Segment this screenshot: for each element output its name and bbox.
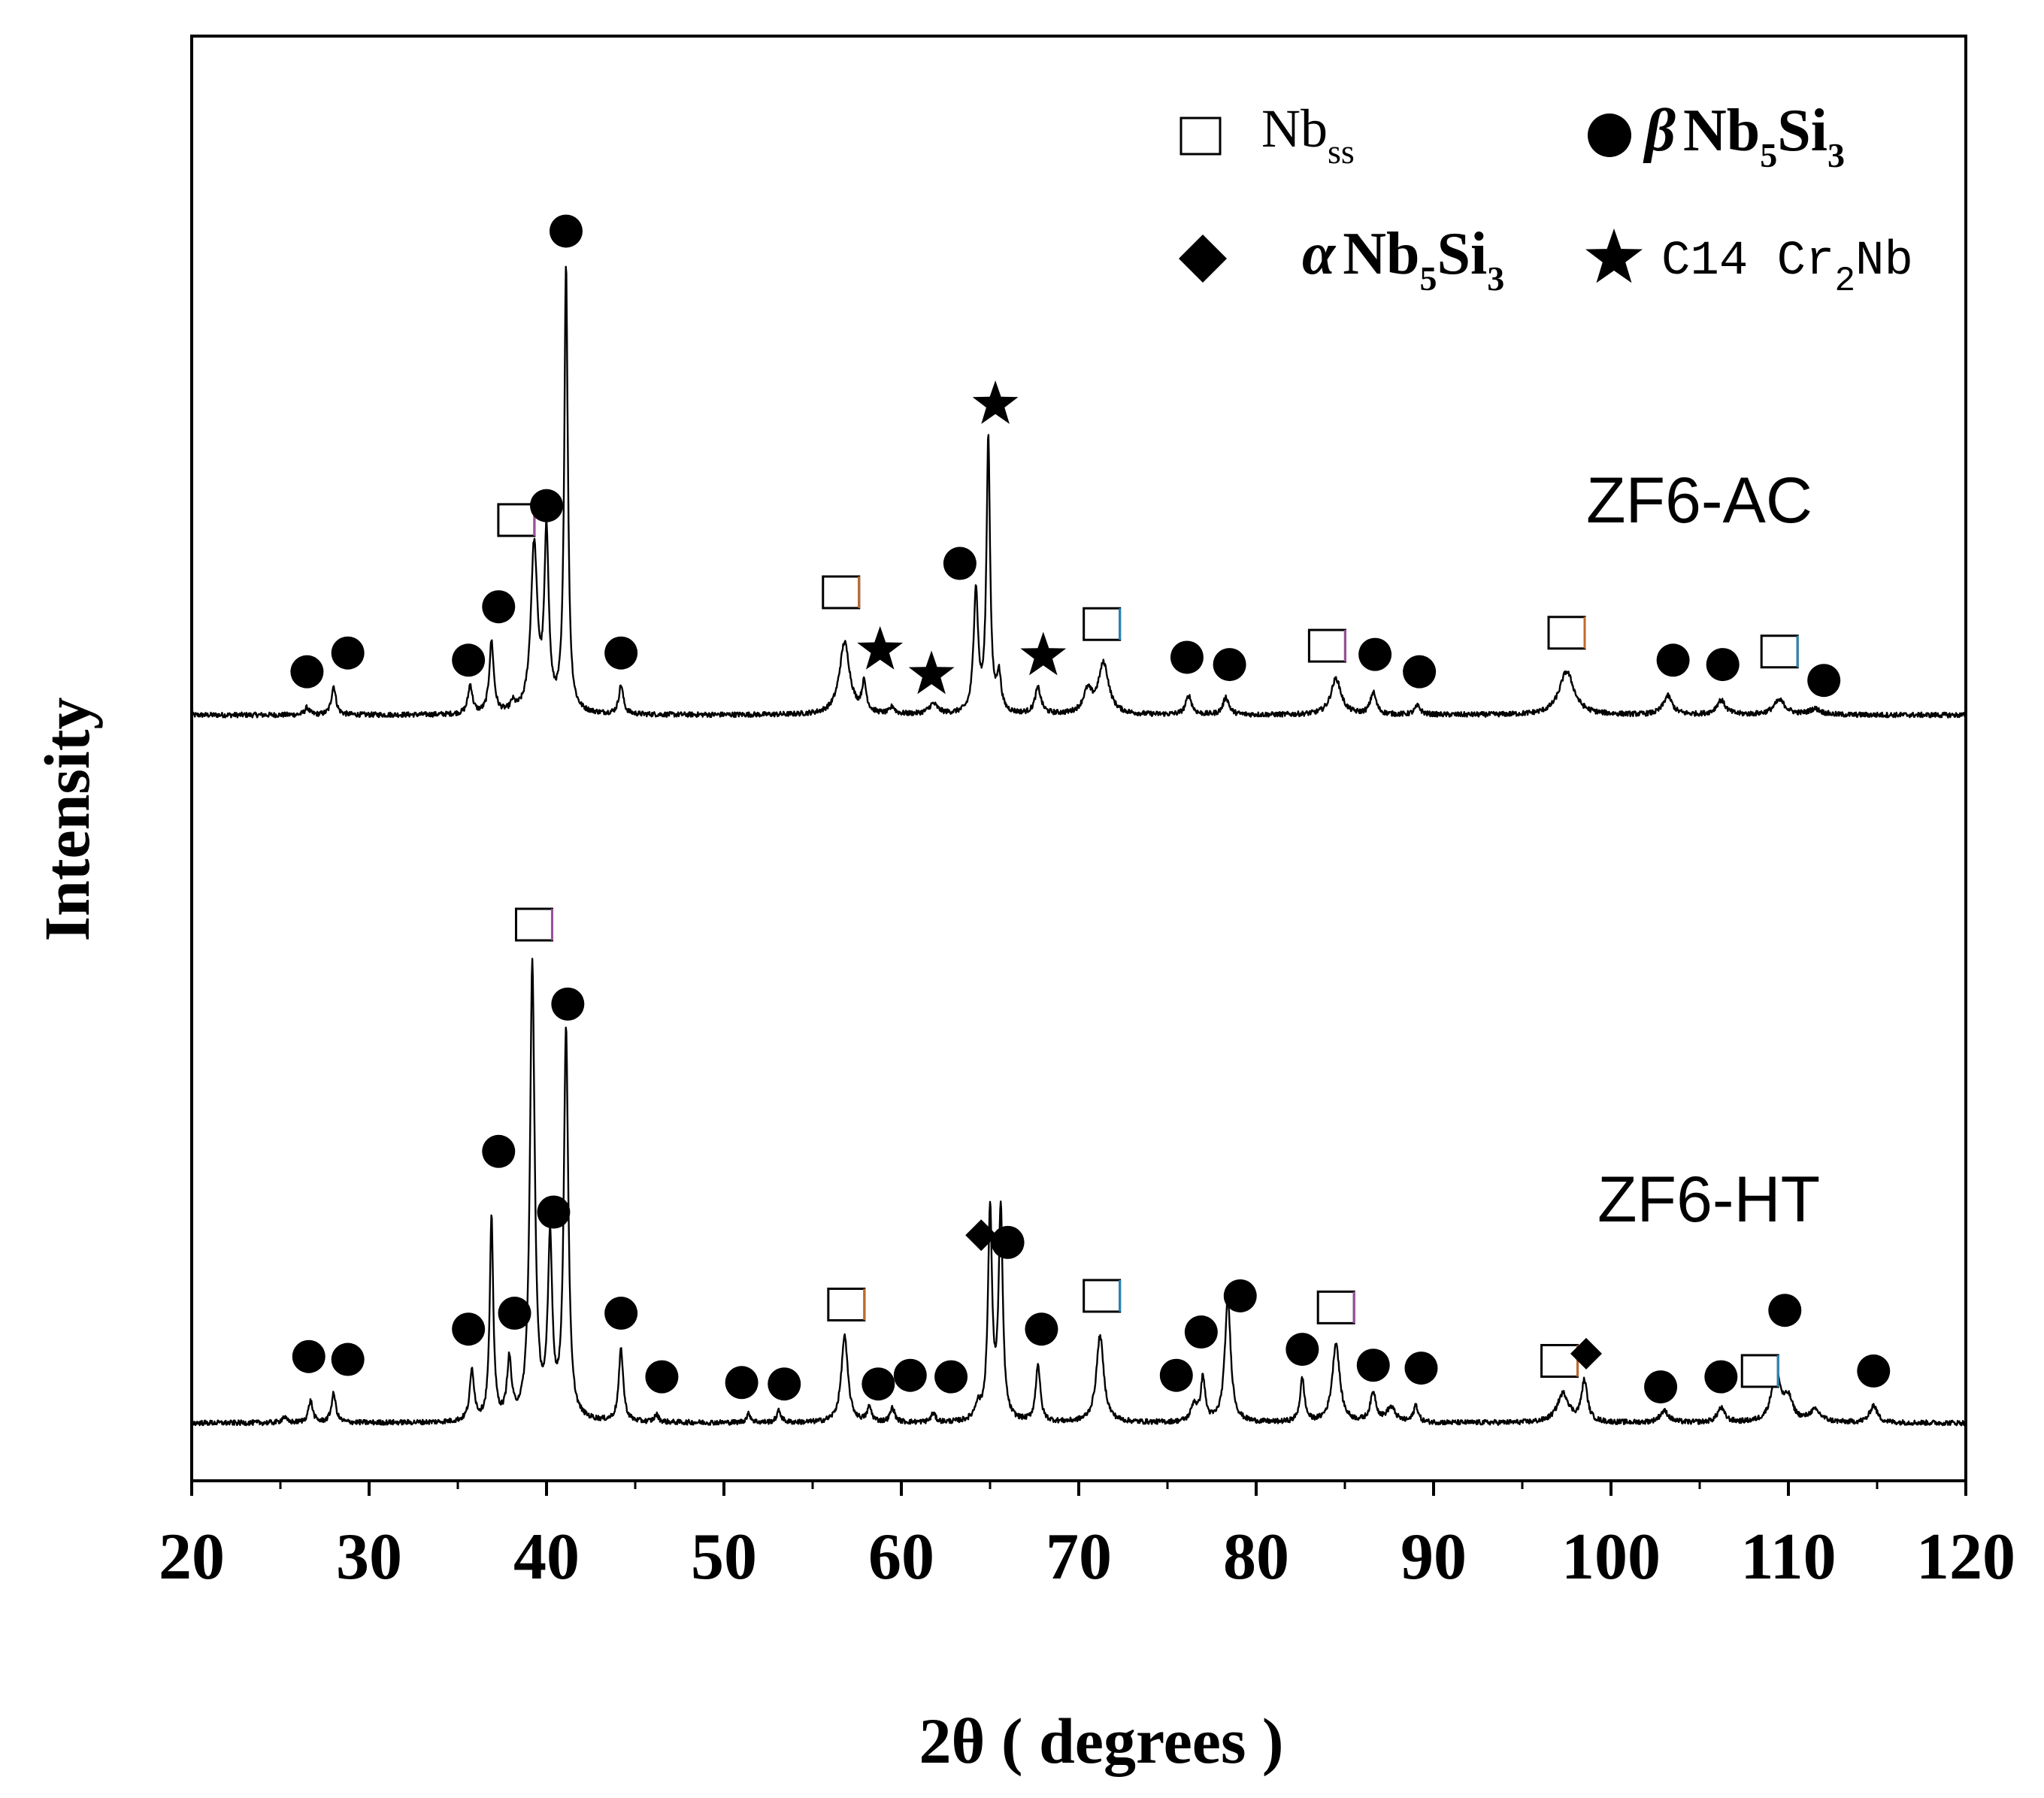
nbss-marker [1083,1279,1122,1313]
legend-alpha-label: α Nb5Si3 [1302,221,1504,298]
c14-cr2nb-marker [908,650,955,695]
x-tick-label: 80 [1223,1521,1289,1594]
y-axis-title: Intensity [31,698,103,942]
beta-nb5si3-marker [1704,1360,1738,1394]
x-tick-label: 110 [1740,1521,1836,1594]
beta-nb5si3-marker [1403,655,1437,689]
x-tick-label: 90 [1401,1521,1467,1594]
beta-nb5si3-marker [991,1225,1025,1259]
nbss-marker [1740,1354,1779,1388]
beta-nb5si3-marker [452,1312,486,1346]
x-tick-label: 120 [1916,1521,2015,1594]
beta-nb5si3-marker [292,1339,326,1373]
x-axis-title: 2θ ( degrees ) [919,1705,1283,1777]
alpha-nb5si3-marker [965,1219,998,1252]
beta-nb5si3-marker [1706,648,1740,682]
beta-nb5si3-marker [1223,1279,1257,1312]
legend-c14-symbol [1585,229,1643,283]
legend-nbss-label: Nbss [1261,98,1355,171]
nbss-marker [514,907,553,942]
beta-nb5si3-marker [1404,1352,1438,1385]
beta-nb5si3-marker [1285,1333,1319,1367]
x-tick-label: 40 [513,1521,580,1594]
beta-nb5si3-marker [549,214,583,248]
x-tick-label: 30 [336,1521,402,1594]
nbss-marker [1307,628,1346,663]
x-tick-label: 20 [159,1521,225,1594]
beta-nb5si3-marker [1356,1348,1390,1382]
alpha-nb5si3-marker [1570,1337,1602,1370]
beta-nb5si3-marker [1768,1294,1802,1327]
nbss-marker [497,503,536,537]
c14-cr2nb-marker [1020,631,1067,676]
beta-nb5si3-marker [551,987,585,1021]
beta-nb5si3-marker [1170,640,1204,674]
trace-layer [190,265,1967,1427]
beta-nb5si3-marker [452,643,486,677]
beta-nb5si3-marker [530,489,563,522]
series-trace-zf6-ht [191,958,1967,1427]
legend: Nbss β Nb5Si3 α Nb5Si3 C14 Cr2Nb [1179,98,1913,301]
beta-nb5si3-marker [1644,1370,1678,1404]
nbss-marker [1760,634,1799,669]
beta-nb5si3-marker [1656,643,1690,677]
nbss-marker [827,1288,866,1322]
beta-nb5si3-marker [498,1297,531,1330]
marker-layer [290,214,1891,1404]
legend-alpha-symbol [1179,235,1227,283]
x-tick-label: 50 [691,1521,757,1594]
beta-nb5si3-marker [604,636,638,670]
series-trace-zf6-ac [190,265,1967,719]
beta-nb5si3-marker [1213,648,1246,682]
x-tick-label: 70 [1046,1521,1112,1594]
nbss-marker [1083,607,1122,641]
beta-nb5si3-marker [768,1367,801,1401]
c14-cr2nb-marker [972,380,1019,424]
legend-nbss-symbol [1179,117,1222,156]
nbss-marker [1547,616,1586,650]
beta-nb5si3-marker [725,1366,759,1400]
beta-nb5si3-marker [645,1360,679,1394]
beta-nb5si3-marker [290,655,324,689]
legend-beta-symbol [1588,114,1631,157]
beta-nb5si3-marker [934,1360,968,1394]
x-tick-label: 60 [868,1521,934,1594]
beta-nb5si3-marker [1025,1312,1058,1346]
legend-c14-label: C14 Cr2Nb [1661,235,1913,301]
beta-nb5si3-marker [482,590,516,624]
beta-nb5si3-marker [1807,664,1841,698]
beta-nb5si3-marker [482,1134,516,1168]
series-label-ht: ZF6-HT [1597,1164,1820,1236]
nbss-marker [1316,1290,1355,1324]
beta-nb5si3-marker [893,1358,927,1392]
beta-nb5si3-marker [1159,1358,1193,1392]
beta-nb5si3-marker [604,1297,638,1330]
nbss-marker [822,575,861,610]
beta-nb5si3-marker [331,636,365,670]
nbss-marker [1540,1343,1579,1378]
x-ticks: 20 30 40 50 60 70 80 90 100 110 120 [159,1481,2015,1594]
legend-beta-label: β Nb5Si3 [1643,98,1845,174]
beta-nb5si3-marker [537,1195,571,1229]
c14-cr2nb-marker [857,625,904,670]
beta-nb5si3-marker [862,1367,895,1401]
beta-nb5si3-marker [1857,1354,1891,1388]
beta-nb5si3-marker [331,1342,365,1376]
beta-nb5si3-marker [1358,637,1392,671]
x-tick-label: 100 [1561,1521,1661,1594]
beta-nb5si3-marker [943,546,977,580]
beta-nb5si3-marker [1184,1315,1218,1349]
series-label-ac: ZF6-AC [1586,465,1812,537]
